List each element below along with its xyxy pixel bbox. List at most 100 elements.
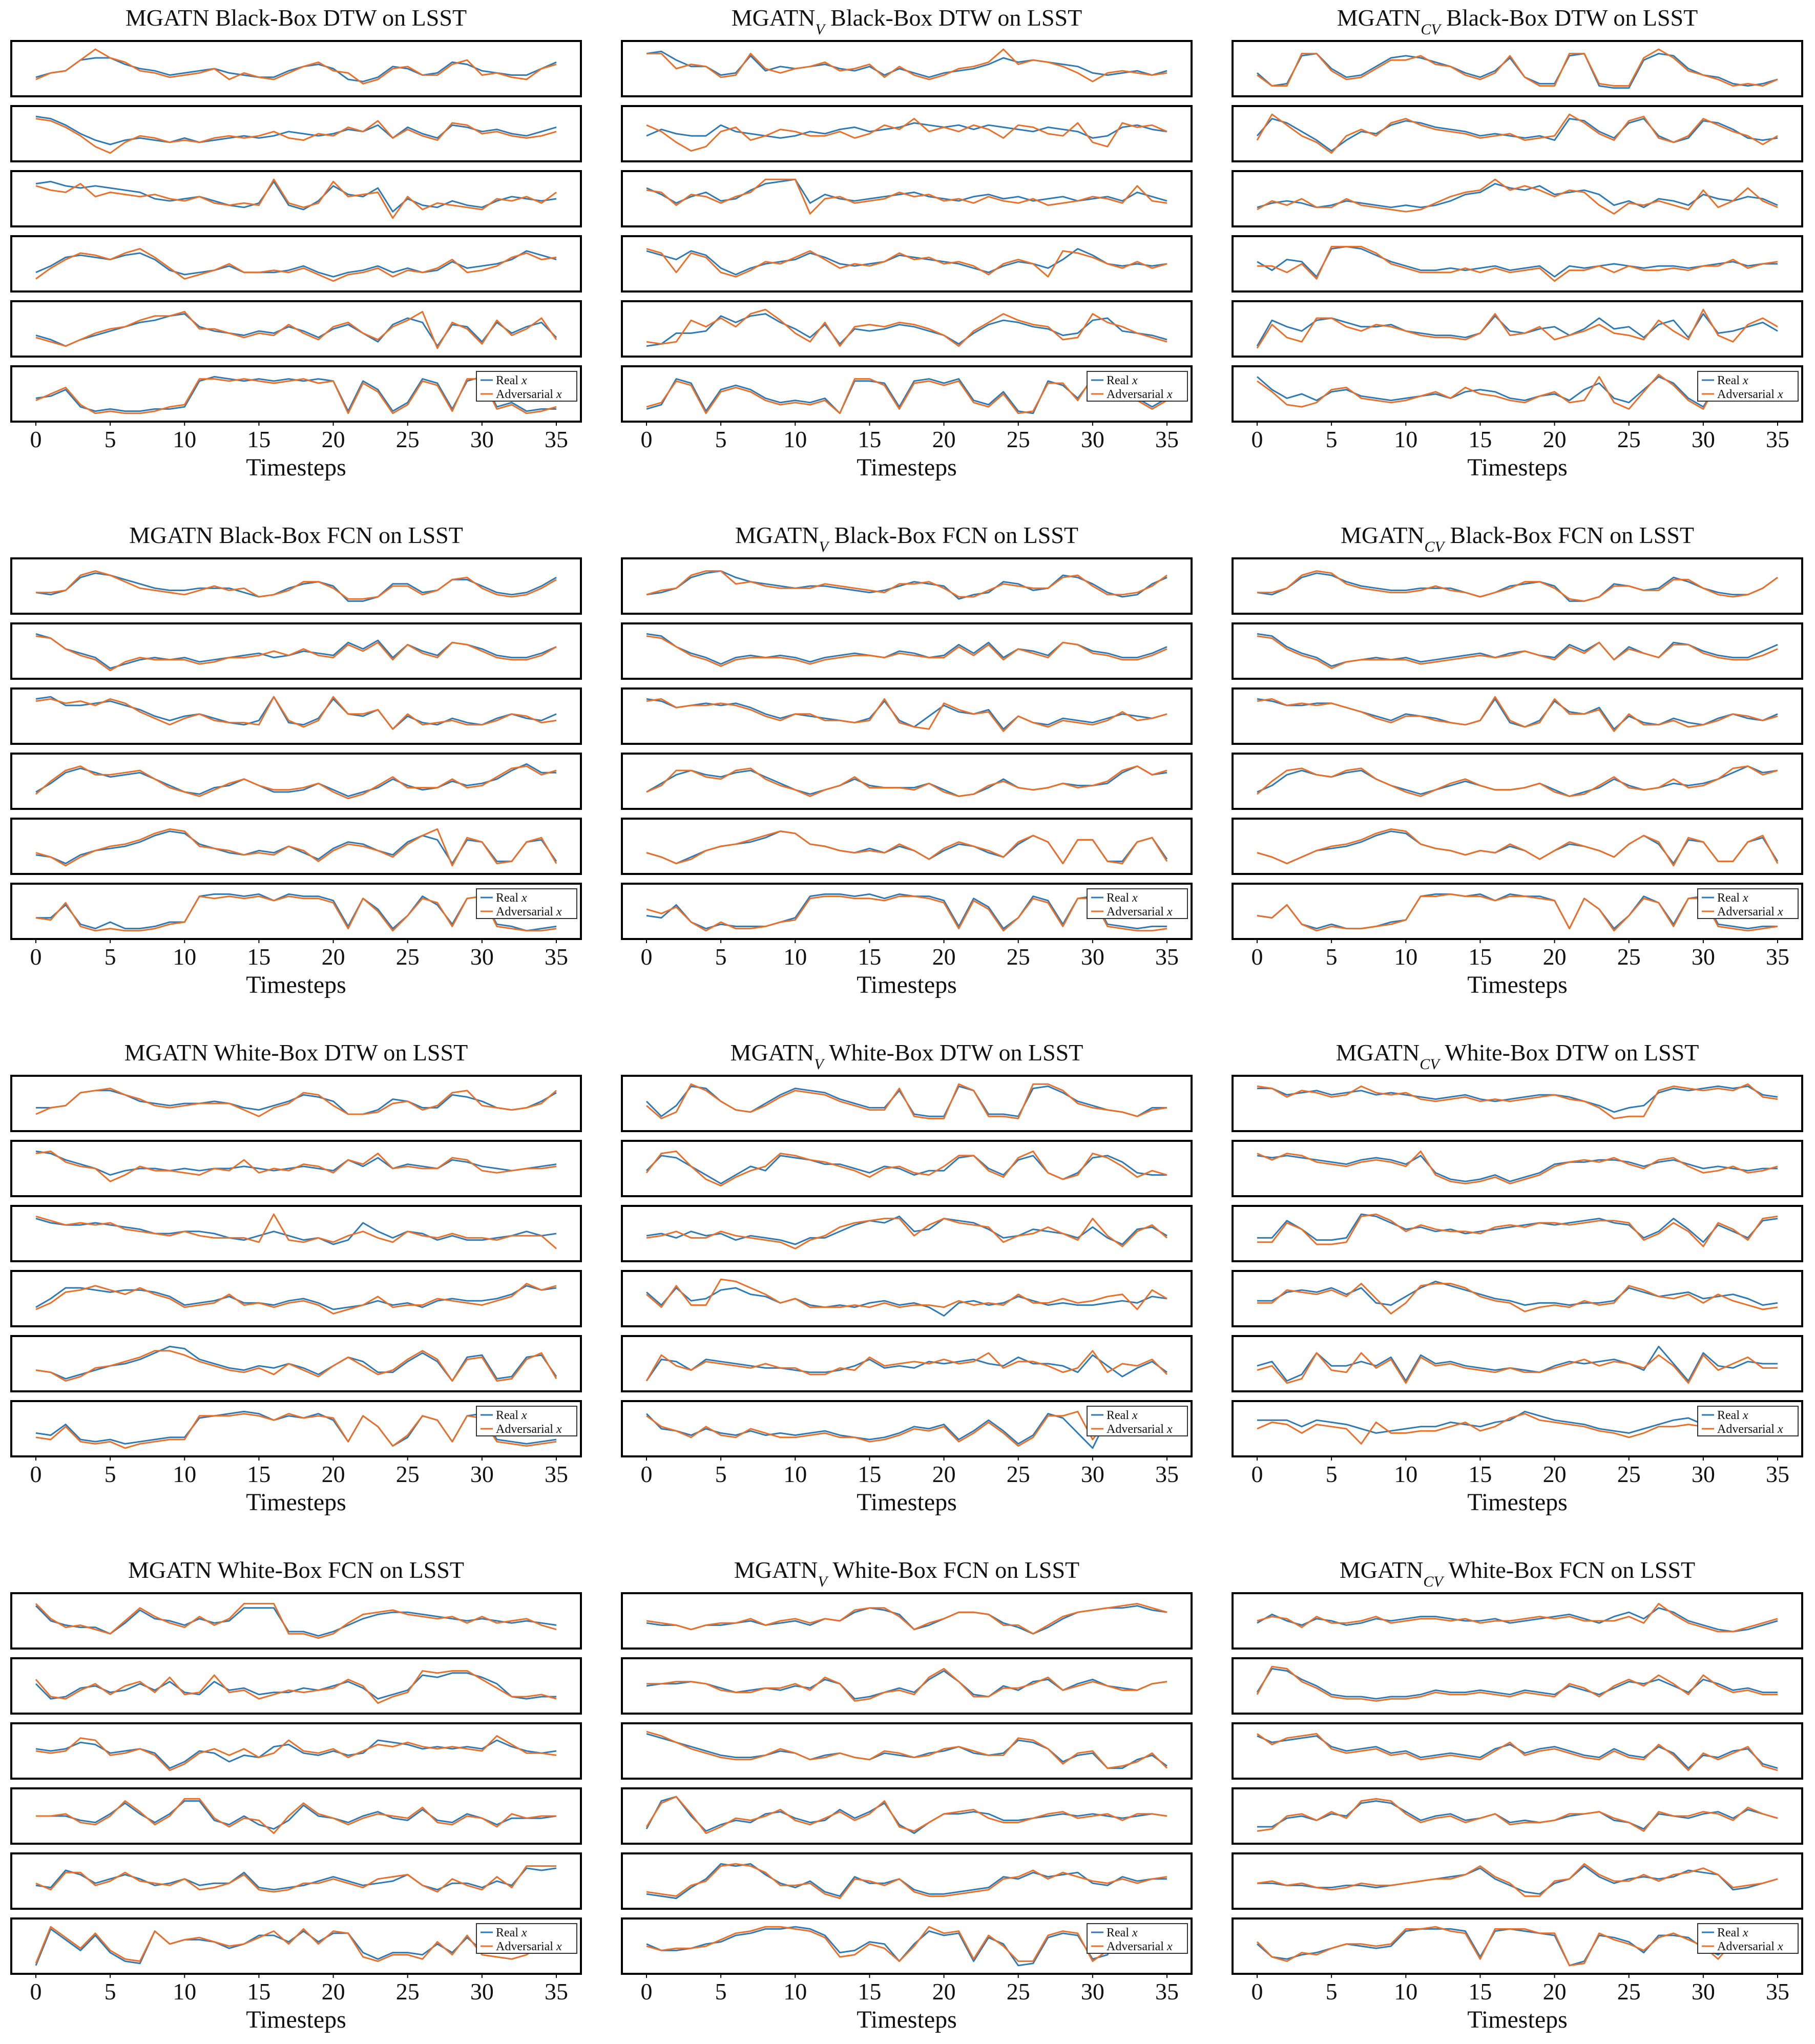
subfigure-title: MGATN Black-Box FCN on LSST (129, 522, 463, 548)
x-tick-label: 20 (1543, 426, 1567, 452)
legend-label: Adversarial x (1717, 388, 1783, 401)
subplot-panel (1232, 818, 1803, 875)
x-tick-label: 20 (932, 944, 956, 970)
series-line-adversarial (1257, 828, 1779, 867)
subplot-panel (1232, 300, 1803, 358)
x-tick-label: 10 (173, 944, 196, 970)
series-line-adversarial (1257, 48, 1778, 87)
x-tick-label: 25 (1617, 1461, 1641, 1487)
legend-label: Adversarial x (1107, 1423, 1173, 1436)
panel-frame (621, 1722, 1193, 1780)
subplot-panel (10, 235, 582, 293)
subplot-panel (10, 1657, 582, 1715)
x-tick-label: 10 (173, 426, 196, 452)
panel-frame (1232, 622, 1803, 680)
panel-frame (10, 1722, 582, 1780)
panel-frame (10, 1205, 582, 1262)
x-axis-label: Timesteps (857, 971, 957, 998)
panel-frame (10, 1852, 582, 1910)
series-line-adversarial (1257, 1083, 1778, 1119)
subfigure: MGATNCV White-Box FCN on LSST Real xAdver… (1232, 1557, 1803, 2033)
series-line-adversarial (1257, 1863, 1778, 1897)
legend-label: Adversarial x (1107, 905, 1173, 919)
x-tick-label: 20 (932, 1461, 956, 1487)
series-line-adversarial (1257, 570, 1778, 602)
x-tick-label: 10 (1394, 1461, 1417, 1487)
legend-box (1087, 1406, 1188, 1436)
subplot-panel (1232, 1335, 1803, 1392)
x-tick-label: 5 (1326, 1461, 1338, 1487)
series-line-adversarial (35, 378, 557, 414)
x-tick-label: 20 (932, 1978, 956, 2005)
series-line-adversarial (35, 1350, 557, 1382)
subplot-panel (1232, 40, 1803, 97)
panel-frame (1232, 1657, 1803, 1715)
x-tick-label: 0 (641, 1461, 653, 1487)
series-line-adversarial (646, 1218, 1167, 1249)
panel-frame (621, 1657, 1193, 1715)
subfigure-title: MGATN Black-Box DTW on LSST (126, 5, 467, 31)
legend-box (1087, 1923, 1188, 1954)
x-axis-label: Timesteps (857, 2006, 957, 2033)
series-line-adversarial (35, 765, 557, 800)
x-tick-label: 25 (396, 1461, 420, 1487)
series-line-adversarial (645, 1350, 1168, 1382)
x-tick-label: 15 (858, 1461, 881, 1487)
series-line-adversarial (35, 310, 557, 349)
subplot-panel (1232, 557, 1803, 615)
panel-frame (621, 818, 1193, 875)
legend-label: Real x (1107, 1409, 1138, 1422)
series-line-adversarial (1257, 1352, 1778, 1384)
legend-label: Real x (1717, 891, 1748, 905)
subplot-panel (621, 1787, 1193, 1845)
x-tick-label: 15 (247, 944, 270, 970)
x-tick-label: 15 (858, 1978, 881, 2005)
series-line-adversarial (1257, 1733, 1778, 1771)
panel-frame (10, 753, 582, 810)
subplot-panel (621, 40, 1193, 97)
series-line-adversarial (35, 1413, 557, 1449)
x-tick-label: 30 (1081, 1461, 1104, 1487)
series-line-real (645, 1413, 1167, 1449)
x-tick-label: 30 (1081, 426, 1104, 452)
subfigure: MGATN White-Box FCN on LSST Real xAdversa… (10, 1557, 582, 2033)
subfigure-title: MGATNV Black-Box FCN on LSST (735, 522, 1078, 555)
series-line-adversarial (1257, 1283, 1778, 1315)
subplot-panel (10, 170, 582, 227)
series-line-adversarial (35, 1735, 557, 1771)
x-tick-label: 30 (1692, 426, 1715, 452)
subplot-panel (10, 1335, 582, 1392)
series-line-adversarial (646, 765, 1167, 797)
x-tick-label: 15 (858, 426, 881, 452)
series-line-adversarial (646, 698, 1167, 732)
series-line-real (646, 1863, 1167, 1900)
x-tick-label: 20 (322, 1978, 345, 2005)
x-tick-label: 20 (322, 944, 345, 970)
panel-frame (1232, 1592, 1803, 1650)
subplot-panel (621, 1270, 1193, 1327)
x-tick-label: 30 (470, 944, 494, 970)
x-tick-label: 35 (1155, 944, 1179, 970)
x-axis-label: Timesteps (246, 454, 346, 481)
series-line-adversarial (1257, 1150, 1778, 1184)
legend-label: Real x (1107, 891, 1138, 905)
panel-frame (1232, 1205, 1803, 1262)
x-tick-label: 10 (1394, 426, 1417, 452)
subplot-panel (1232, 622, 1803, 680)
panel-frame (10, 1140, 582, 1197)
series-line-adversarial (35, 1088, 557, 1117)
panel-frame (621, 1852, 1193, 1910)
subplot-panel (621, 235, 1193, 293)
x-axis-label: Timesteps (857, 1489, 957, 1516)
x-tick-label: 35 (1155, 1461, 1179, 1487)
series-line-real (35, 180, 557, 213)
subplot-panel (1232, 170, 1803, 227)
legend-box (476, 888, 577, 919)
subplot-panel (621, 1205, 1193, 1262)
series-line-adversarial (35, 248, 557, 282)
x-tick-label: 5 (105, 1978, 116, 2005)
